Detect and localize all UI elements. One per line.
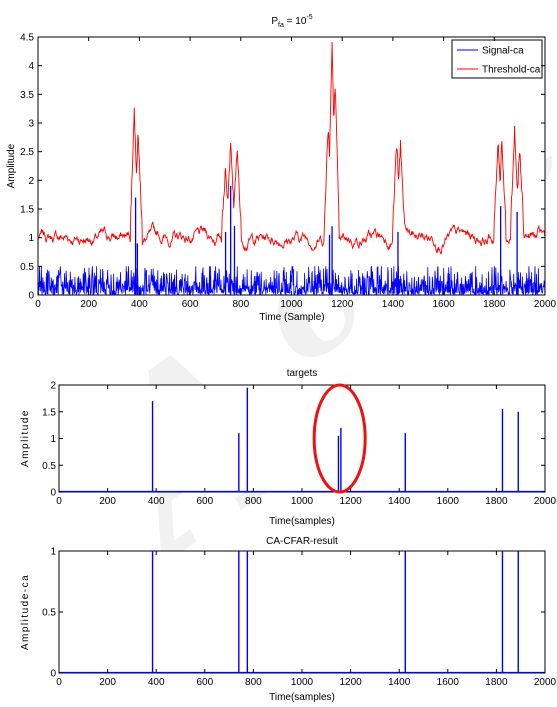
x-tick-label: 0 — [56, 677, 62, 688]
y-tick-label: 2 — [50, 381, 56, 392]
y-tick-labels: 0 0.5 1 1.5 2 2.5 3 3.5 4 4.5 — [20, 33, 34, 302]
panel-targets: targets 0 200 400 600 800 1000 1200 1400 1600 180… — [20, 368, 557, 527]
y-tick-label: 0 — [50, 669, 56, 680]
x-tick-label: 800 — [232, 299, 249, 310]
x-tick-label: 0 — [35, 299, 41, 310]
x-tick-label: 800 — [245, 496, 262, 507]
x-tick-label: 1200 — [339, 496, 362, 507]
x-axis-label: Time (Sample) — [259, 312, 324, 323]
x-tick-label: 1800 — [483, 299, 506, 310]
x-tick-label: 1400 — [388, 496, 411, 507]
y-tick-label: 0 — [50, 488, 56, 499]
x-tick-label: 200 — [80, 299, 97, 310]
x-tick-label: 1000 — [291, 496, 314, 507]
x-tick-label: 400 — [131, 299, 148, 310]
y-tick-label: 0.5 — [20, 262, 34, 273]
highlight-ellipse — [312, 383, 367, 494]
x-tick-label: 1000 — [280, 299, 303, 310]
x-tick-label: 800 — [245, 677, 262, 688]
panel-threshold: Pfa = 10-5 0 200 400 600 800 1000 1200 1400 1600… — [6, 14, 557, 323]
chart-title: CA-CFAR-result — [266, 536, 338, 547]
y-tick-label: 1 — [50, 434, 56, 445]
x-tick-label: 2000 — [534, 496, 557, 507]
x-tick-label: 1600 — [437, 496, 460, 507]
y-tick-label: 1 — [28, 233, 34, 244]
legend: Signal-ca Threshold-ca — [451, 39, 543, 79]
x-tick-label: 400 — [148, 677, 165, 688]
x-tick-labels: 0 200 400 600 800 1000 1200 1400 1600 1800 2000 — [56, 496, 556, 507]
plot-area — [58, 550, 546, 674]
y-axis-label: Amplitude-ca — [20, 574, 31, 650]
x-tick-labels: 0 200 400 600 800 1000 1200 1400 1600 1800 2000 — [56, 677, 556, 688]
legend-entry-threshold: Threshold-ca — [482, 65, 541, 76]
legend-entry-signal: Signal-ca — [482, 46, 524, 57]
x-axis-label: Time(samples) — [269, 516, 335, 527]
x-tick-label: 1000 — [291, 677, 314, 688]
x-tick-label: 0 — [56, 496, 62, 507]
y-tick-labels: 00.51 — [42, 547, 56, 680]
x-tick-label: 600 — [196, 677, 213, 688]
x-tick-label: 2000 — [534, 677, 557, 688]
y-tick-label: 0 — [28, 291, 34, 302]
y-tick-label: 1.5 — [20, 205, 34, 216]
x-tick-label: 200 — [99, 677, 116, 688]
y-tick-label: 4 — [28, 61, 34, 72]
y-axis-label: Amplitude — [6, 143, 17, 188]
plot-area — [37, 36, 546, 296]
series-threshold-line — [37, 41, 546, 255]
y-tick-label: 4.5 — [20, 33, 34, 44]
x-tick-label: 600 — [196, 496, 213, 507]
panel-cfar-result: CA-CFAR-result 0 200 400 600 800 1000 1200 1400… — [20, 536, 557, 703]
x-tick-label: 600 — [182, 299, 199, 310]
x-axis-label: Time(samples) — [269, 692, 335, 703]
y-axis-label: Amplitude — [20, 409, 31, 467]
x-tick-label: 1400 — [382, 299, 405, 310]
series-layer — [37, 41, 546, 297]
x-tick-label: 1800 — [485, 496, 508, 507]
chart-title: targets — [287, 368, 318, 379]
y-tick-label: 2.5 — [20, 147, 34, 158]
y-tick-label: 1 — [50, 547, 56, 558]
x-tick-label: 1200 — [331, 299, 354, 310]
x-tick-label: 1200 — [339, 677, 362, 688]
y-tick-labels: 0 0.5 1 1.5 2 — [42, 381, 56, 499]
legend-box — [451, 39, 543, 79]
y-tick-label: 3.5 — [20, 90, 34, 101]
y-tick-label: 0.5 — [42, 608, 56, 619]
x-tick-label: 1400 — [388, 677, 411, 688]
chart-title: Pfa = 10-5 — [271, 14, 312, 29]
y-tick-label: 1.5 — [42, 407, 56, 418]
x-tick-labels: 0 200 400 600 800 1000 1200 1400 1600 1800 2000 — [35, 299, 556, 310]
x-tick-label: 1800 — [485, 677, 508, 688]
series-signal-line — [37, 266, 546, 297]
y-tick-label: 2 — [28, 176, 34, 187]
x-tick-label: 400 — [148, 496, 165, 507]
y-tick-label: 0.5 — [42, 461, 56, 472]
x-tick-label: 1600 — [432, 299, 455, 310]
x-tick-label: 1600 — [437, 677, 460, 688]
plot-area — [58, 384, 546, 493]
x-tick-label: 2000 — [534, 299, 557, 310]
x-tick-label: 200 — [99, 496, 116, 507]
y-tick-label: 3 — [28, 119, 34, 130]
